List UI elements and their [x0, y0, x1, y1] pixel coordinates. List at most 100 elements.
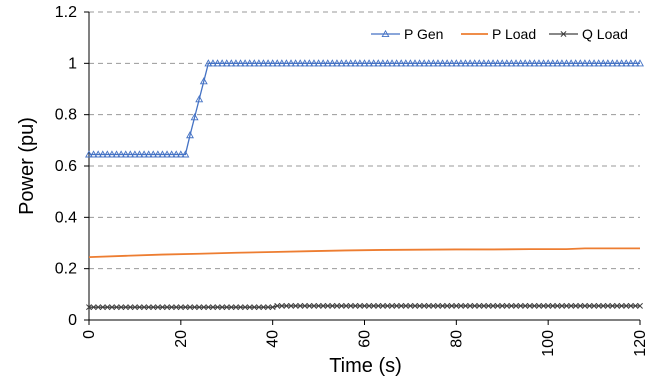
data-point — [388, 59, 397, 67]
data-point — [632, 302, 639, 309]
legend-entry: P Load — [461, 26, 536, 42]
data-point — [591, 302, 598, 309]
data-point — [177, 304, 184, 311]
data-point — [580, 59, 589, 67]
data-point — [604, 302, 611, 309]
series-p-gen — [85, 59, 644, 158]
data-point — [375, 302, 382, 309]
data-point — [231, 59, 240, 67]
data-point — [637, 302, 643, 309]
data-point — [187, 304, 193, 311]
x-tick-label: 60 — [357, 330, 374, 348]
x-tick-label: 80 — [448, 330, 465, 348]
data-point — [548, 59, 557, 67]
data-point — [86, 304, 92, 311]
data-point — [567, 59, 576, 67]
data-point — [562, 59, 571, 67]
data-point — [360, 59, 369, 67]
data-point — [407, 302, 414, 309]
data-point — [480, 302, 487, 309]
data-point — [544, 59, 553, 67]
legend-label: Q Load — [582, 26, 628, 42]
data-point — [370, 302, 377, 309]
y-tick-label: 0.8 — [55, 107, 77, 124]
data-point — [342, 59, 351, 67]
data-point — [356, 302, 363, 309]
data-point — [374, 59, 383, 67]
series-q-load — [86, 302, 643, 311]
data-point — [521, 59, 530, 67]
y-tick-label: 1 — [68, 55, 77, 72]
data-point — [517, 302, 524, 309]
data-point — [251, 304, 258, 311]
data-point — [498, 59, 507, 67]
data-point — [167, 150, 176, 158]
data-point — [466, 59, 475, 67]
data-point — [443, 59, 452, 67]
data-point — [222, 59, 231, 67]
y-tick-label: 1.2 — [55, 4, 77, 21]
data-point — [323, 59, 332, 67]
data-point — [401, 59, 410, 67]
data-point — [265, 304, 272, 311]
data-point — [104, 304, 111, 311]
data-point — [503, 302, 510, 309]
data-point — [595, 302, 602, 309]
legend-label: P Gen — [404, 26, 443, 42]
data-point — [242, 304, 249, 311]
data-point — [154, 304, 161, 311]
data-point — [337, 59, 346, 67]
data-point — [613, 59, 622, 67]
data-point — [435, 302, 441, 309]
data-point — [411, 59, 419, 67]
data-point — [168, 304, 175, 311]
data-point — [268, 59, 277, 67]
data-point — [397, 59, 406, 67]
data-point — [254, 59, 263, 67]
data-point — [571, 59, 580, 67]
data-point — [513, 302, 519, 309]
data-point — [131, 304, 138, 311]
data-point — [204, 59, 213, 67]
data-point — [622, 59, 631, 67]
data-point — [531, 302, 538, 309]
data-point — [127, 304, 134, 311]
data-point — [260, 304, 267, 311]
data-point — [164, 304, 171, 311]
data-point — [90, 304, 97, 311]
y-tick-label: 0 — [68, 312, 77, 329]
data-point — [636, 59, 644, 67]
data-point — [617, 59, 626, 67]
legend-marker — [381, 29, 390, 38]
data-point — [623, 302, 630, 309]
data-point — [186, 131, 194, 139]
data-point — [476, 302, 483, 309]
data-point — [190, 113, 199, 121]
data-point — [526, 302, 533, 309]
data-point — [122, 304, 129, 311]
data-point — [540, 302, 547, 309]
data-point — [346, 59, 355, 67]
data-point — [241, 59, 250, 67]
data-point — [553, 59, 562, 67]
series-p-load — [88, 247, 640, 259]
data-point — [343, 302, 350, 309]
data-point — [609, 302, 616, 309]
data-point — [332, 59, 341, 67]
data-point — [563, 302, 570, 309]
data-point — [384, 302, 391, 309]
data-point — [150, 304, 157, 311]
data-point — [439, 302, 446, 309]
data-point — [351, 59, 360, 67]
data-point — [200, 304, 207, 311]
data-point — [444, 302, 451, 309]
data-point — [246, 304, 253, 311]
data-point — [159, 304, 166, 311]
data-point — [525, 59, 534, 67]
data-point — [416, 302, 423, 309]
data-point — [145, 304, 152, 311]
data-point — [103, 150, 112, 158]
data-point — [314, 59, 323, 67]
data-point — [255, 304, 262, 311]
gridlines — [89, 11, 640, 270]
